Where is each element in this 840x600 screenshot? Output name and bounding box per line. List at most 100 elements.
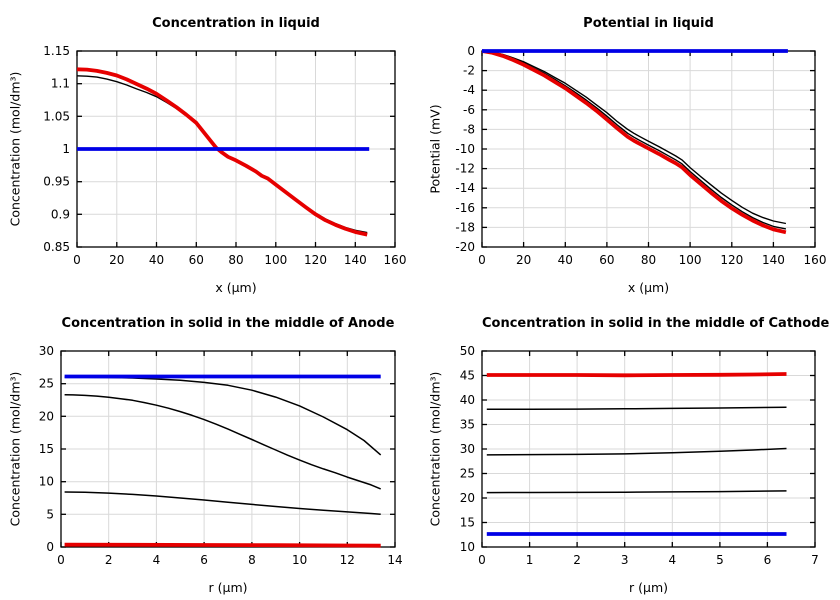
y-tick-label: 0.9 [51,207,70,221]
x-tick-label: 3 [621,553,629,567]
x-axis-label: r (µm) [208,580,248,595]
y-tick-label: 15 [460,516,475,530]
series-black-curve-2 [486,447,787,456]
y-tick-label: -10 [455,142,475,156]
x-tick-label: 60 [599,253,614,267]
y-tick-label: 1.15 [43,44,70,58]
y-tick-label: 1.05 [43,109,70,123]
x-tick-label: 2 [573,553,581,567]
x-tick-label: 40 [149,253,164,267]
y-tick-label: 30 [39,344,54,358]
y-tick-label: -2 [463,64,475,78]
x-tick-label: 20 [516,253,531,267]
series-black-curve-3 [486,490,787,494]
x-tick-label: 120 [304,253,327,267]
y-tick-label: 10 [39,475,54,489]
y-tick-label: 0.85 [43,240,70,254]
x-tick-label: 20 [109,253,124,267]
series-black-curve-upper [481,50,787,225]
subplot-concentration-solid-cathode: 0 1 2 3 4 5 6 7 10 15 20 25 30 35 40 45 50 Concentration… [420,300,840,600]
series-red-horizontal [64,542,381,548]
y-tick-label: 0 [46,540,54,554]
x-tick-label: 12 [340,553,355,567]
x-tick-label: 0 [73,253,81,267]
y-tick-label: 10 [460,540,475,554]
x-tick-label: 8 [248,553,256,567]
x-tick-label: 160 [384,253,407,267]
x-tick-label: 10 [292,553,307,567]
chart-canvas-concentration-in-liquid: 0 20 40 60 80 100 120 140 160 0.85 0.9 0.95 1 1.05 1.1… [43,44,407,267]
y-axis-label: Potential (mV) [427,104,443,194]
chart-title: Concentration in solid in the middle of … [61,316,395,331]
y-tick-label: 20 [460,491,475,505]
series-red-curve [481,49,787,235]
y-tick-label: -12 [455,162,475,176]
y-tick-label: -16 [455,201,475,215]
series-red-horizontal [486,372,787,378]
y-tick-label: -14 [455,181,475,195]
x-tick-label: 5 [716,553,724,567]
x-tick-label: 0 [478,553,486,567]
y-tick-label: 0.95 [43,175,70,189]
x-tick-label: 6 [200,553,208,567]
x-axis-label: r (µm) [629,580,668,595]
subplot-concentration-solid-anode: 0 2 4 6 8 10 12 14 0 5 10 15 20 25 30 Concentration in… [0,300,420,600]
x-tick-label: 60 [189,253,204,267]
plot-frame [481,350,816,548]
x-tick-label: 0 [478,253,486,267]
x-tick-label: 2 [105,553,113,567]
y-tick-label: 25 [460,467,475,481]
y-tick-label: -20 [455,240,475,254]
subplot-potential-in-liquid: 0 20 40 60 80 100 120 140 160 0 -2 -4 -6 -8 -10 -12 -14 -… [420,0,840,300]
x-tick-label: 80 [228,253,243,267]
x-tick-label: 160 [804,253,827,267]
chart-title: Concentration in liquid [152,16,320,31]
x-tick-label: 140 [762,253,785,267]
y-tick-label: 1.1 [51,77,70,91]
y-tick-label: 5 [46,507,54,521]
y-tick-label: -18 [455,220,475,234]
x-tick-label: 40 [558,253,573,267]
y-tick-label: 1 [62,142,70,156]
y-tick-label: 35 [460,418,475,432]
x-tick-label: 140 [344,253,367,267]
chart-canvas-concentration-solid-anode: 0 2 4 6 8 10 12 14 0 5 10 15 20 25 30 [39,344,403,567]
y-tick-label: 30 [460,442,475,456]
x-axis-label: x (µm) [215,280,257,295]
x-axis-label: x (µm) [627,280,670,295]
y-tick-label: -8 [463,122,475,136]
x-tick-label: 4 [668,553,676,567]
y-tick-label: 25 [39,377,54,391]
plot-frame [60,350,396,548]
x-tick-label: 0 [57,553,65,567]
y-tick-label: 50 [460,344,475,358]
series-black-curve-2 [64,394,381,490]
x-tick-label: 100 [679,253,702,267]
x-tick-label: 80 [641,253,656,267]
x-tick-label: 100 [264,253,287,267]
x-tick-label: 7 [811,553,819,567]
x-tick-label: 1 [526,553,534,567]
y-axis-label: Concentration (mol/dm³) [427,371,443,527]
y-tick-label: -6 [463,103,475,117]
y-axis-label: Concentration (mol/dm³) [7,371,23,527]
chart-canvas-potential-in-liquid: 0 20 40 60 80 100 120 140 160 0 -2 -4 -6 -8 -10 -12 -14 -… [455,44,827,267]
y-axis-label: Concentration (mol/dm³) [7,71,23,227]
x-tick-label: 120 [720,253,743,267]
series-black-curve-1 [486,406,787,411]
chart-title: Concentration in solid in the middle of … [482,316,830,331]
y-tick-label: 45 [460,369,475,383]
y-tick-label: -4 [463,83,475,97]
series-red-curve [76,67,368,237]
x-tick-label: 4 [153,553,161,567]
y-tick-label: 0 [467,44,475,58]
x-tick-label: 6 [764,553,772,567]
y-tick-label: 15 [39,442,54,456]
chart-title: Potential in liquid [583,16,714,31]
subplot-concentration-in-liquid: 0 20 40 60 80 100 120 140 160 0.85 0.9 0.95 1 1.05 1.1… [0,0,420,300]
y-tick-label: 20 [39,409,54,423]
series-black-curve-3 [64,491,381,516]
y-tick-label: 40 [460,393,475,407]
